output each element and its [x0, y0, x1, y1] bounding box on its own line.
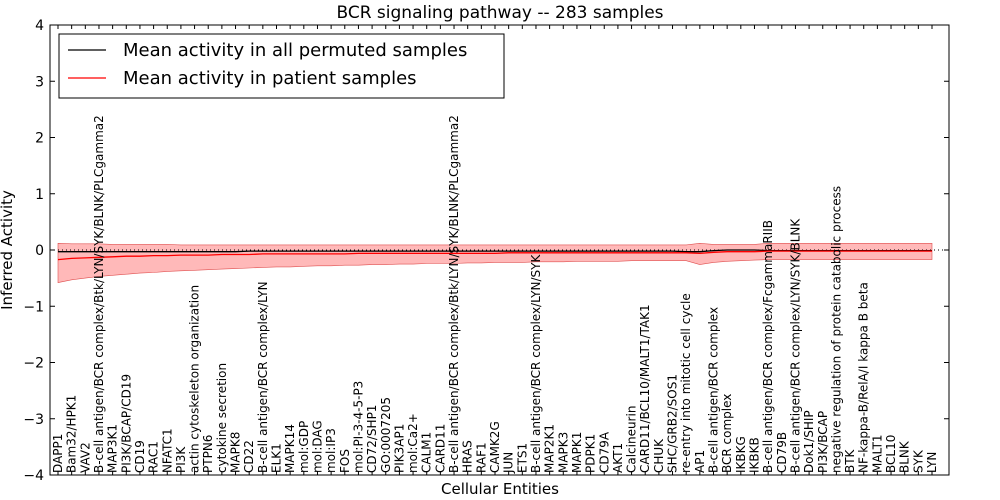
entity-label: FOS [338, 449, 352, 473]
entity-label: NFATC1 [160, 428, 174, 473]
entity-label: MAP3K1 [106, 424, 120, 473]
entity-label: mol:DAG [311, 420, 325, 473]
entity-label: CALM1 [420, 432, 434, 473]
y-axis-ticks: −4 −3 −2 −1 0 1 2 3 4 [23, 18, 949, 484]
entity-label: Bam32/HPK1 [65, 395, 79, 473]
entity-label: B-cell antigen/BCR complex/Btk/LYN/SYK/B… [447, 115, 461, 473]
entity-label: negative regulation of protein catabolic… [829, 186, 843, 473]
entity-label: MAPK8 [229, 432, 243, 473]
x-axis-ticks [57, 25, 933, 475]
entity-label: NF-kappa-B/RelA/I kappa B beta [857, 282, 871, 473]
entity-label: B-cell antigen/BCR complex/LYN/SYK/BLNK [788, 218, 802, 473]
chart-legend: Mean activity in all permuted samples Me… [58, 33, 505, 99]
entity-label: PI3K/BCAP/CD19 [119, 374, 133, 473]
entity-label: re-entry into mitotic cell cycle [679, 293, 693, 473]
patient-activity-band [57, 242, 933, 283]
entity-label: Calcineurin [625, 406, 639, 473]
entity-label: MAPK1 [570, 432, 584, 473]
entity-label: CD79B [775, 432, 789, 473]
activity-band-layer [57, 242, 933, 283]
entity-label: mol:GDP [297, 421, 311, 473]
entity-label: HRAS [461, 440, 475, 473]
entity-label: CAMK2G [488, 421, 502, 473]
entity-label: mol:Ca2+ [406, 413, 420, 473]
entity-label: CD79A [597, 431, 611, 473]
entity-label: IKBKB [748, 437, 762, 473]
entity-label: PDPK1 [584, 434, 598, 473]
entity-label: Dok1/SHIP [802, 410, 816, 473]
entity-label: B-cell antigen/BCR complex/LYN [256, 281, 270, 473]
entity-label: CD22 [242, 440, 256, 473]
entity-label: RAF1 [474, 442, 488, 473]
entity-label: CARD11 [433, 424, 447, 473]
x-axis-label: Cellular Entities [441, 480, 559, 498]
entity-label: PIK3AP1 [392, 424, 406, 473]
entity-label: PTPN6 [201, 435, 215, 473]
entity-label: SYK [911, 449, 925, 473]
entity-label: CARD11/BCL10/MALT1/TAK1 [638, 304, 652, 473]
entity-label: JUN [502, 452, 516, 474]
entity-label: CD19 [133, 440, 147, 473]
entity-label: RAC1 [147, 441, 161, 473]
entity-label: CD72/SHP1 [365, 405, 379, 473]
entity-label: PI3K [174, 446, 188, 473]
entity-label: SHC/GRB2/SOS1 [666, 374, 680, 473]
entity-label: actin cytoskeleton organization [188, 285, 202, 473]
plot-frame [49, 24, 950, 476]
entity-label: MAPK3 [556, 432, 570, 473]
entity-label: BCR complex [720, 394, 734, 473]
entity-label: LYN [925, 452, 939, 473]
entity-label: AP1 [693, 450, 707, 473]
y-tick-label: 2 [35, 131, 44, 147]
entity-label: DAPP1 [51, 434, 65, 473]
entity-label: BCL10 [884, 435, 898, 473]
y-tick-label: 4 [35, 18, 44, 34]
entity-label: MAP2K1 [543, 424, 557, 473]
entity-label: cytokine secretion [215, 363, 229, 473]
entity-label: CHUK [652, 438, 666, 473]
entity-label: B-cell antigen/BCR complex/Btk/LYN/SYK/B… [92, 115, 106, 473]
entity-label: MALT1 [870, 434, 884, 473]
entity-label: BLNK [898, 440, 912, 473]
y-tick-label: −2 [23, 356, 44, 372]
entity-label: BTK [843, 448, 857, 473]
chart-title: BCR signaling pathway -- 283 samples [336, 3, 663, 23]
y-tick-label: 0 [35, 243, 44, 259]
entity-label: mol:PI-3-4-5-P3 [351, 381, 365, 473]
y-tick-label: −1 [23, 299, 44, 315]
entity-label: GO:0007205 [379, 397, 393, 473]
entity-label: MAPK14 [283, 424, 297, 473]
y-axis-label: Inferred Activity [0, 190, 16, 310]
entity-label: B-cell antigen/BCR complex/FcgammaRIIB [761, 220, 775, 473]
entity-label: IKBKG [734, 436, 748, 473]
entity-label: PI3K/BCAP [816, 411, 830, 473]
entity-label: ETS1 [515, 443, 529, 473]
entity-label: VAV2 [78, 442, 92, 473]
series-line-layer [57, 249, 932, 261]
entity-label: B-cell antigen/BCR complex/LYN/SYK [529, 254, 543, 474]
entity-label: AKT1 [611, 443, 625, 473]
legend-label-patient: Mean activity in patient samples [123, 68, 417, 89]
y-tick-label: −3 [23, 412, 44, 428]
y-tick-label: 3 [35, 74, 44, 90]
patient-mean-line [57, 250, 932, 261]
y-tick-label: −4 [23, 468, 44, 484]
legend-box [58, 33, 505, 99]
legend-label-permuted: Mean activity in all permuted samples [123, 40, 467, 61]
x-axis-entity-labels: DAPP1 Bam32/HPK1 VAV2 B-cell antigen/BCR co… [51, 115, 939, 474]
y-tick-label: 1 [35, 187, 44, 203]
entity-label: mol:IP3 [324, 428, 338, 473]
entity-label: B-cell antigen/BCR complex [707, 307, 721, 473]
entity-label: ELK1 [270, 443, 284, 473]
